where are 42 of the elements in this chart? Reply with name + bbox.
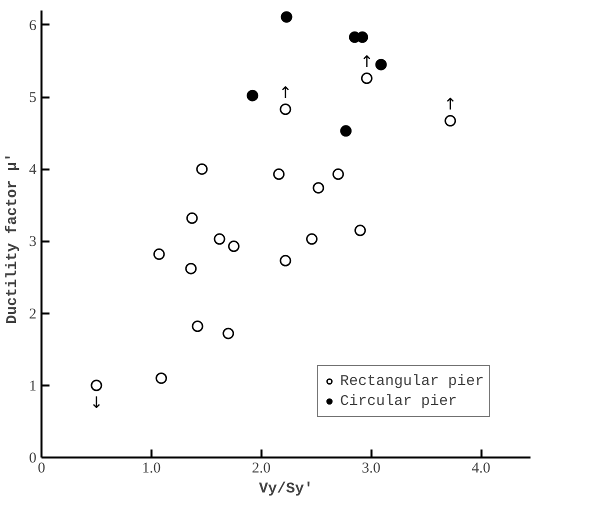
point: [444, 115, 456, 127]
y-tick-label: 0: [29, 450, 36, 466]
point: [153, 248, 165, 260]
point: [312, 182, 324, 194]
point: [156, 372, 168, 384]
point: [228, 240, 240, 252]
annotation: ↑: [360, 52, 374, 71]
y-tick-label: 1: [29, 378, 36, 394]
point: [280, 254, 292, 266]
annotation: ↓: [90, 392, 104, 412]
point: [214, 233, 226, 245]
point: [332, 168, 344, 180]
x-tick-label: 4.0: [472, 460, 490, 476]
y-tick-label: 2: [29, 306, 36, 322]
legend-label: Circular pier: [340, 392, 457, 410]
x-tick-label: 3.0: [362, 460, 381, 476]
y-tick-label: 5: [29, 90, 36, 106]
point: [280, 11, 292, 23]
x-tick-label: 2.0: [252, 460, 271, 476]
annotation: ↑: [444, 94, 457, 114]
x-axis-title: Vy/Sy': [258, 480, 314, 498]
annotation: ↑: [278, 82, 292, 102]
point: [246, 90, 258, 102]
point: [340, 125, 352, 137]
point: [185, 262, 197, 274]
point: [273, 168, 285, 180]
point: [306, 233, 318, 245]
point: [222, 328, 234, 340]
point: [192, 320, 204, 332]
x-tick-label: 1.0: [142, 460, 161, 476]
point: [354, 224, 366, 236]
point: [186, 212, 198, 224]
y-tick-label: 6: [29, 18, 37, 34]
point: [361, 72, 373, 84]
y-tick-label: 3: [29, 234, 36, 250]
point: [375, 58, 387, 70]
y-axis-title: Ductility factor μ': [4, 152, 21, 324]
point: [90, 380, 102, 392]
legend-label: Rectangular pier: [340, 372, 484, 390]
point: [280, 104, 292, 116]
point: [196, 163, 208, 175]
y-tick-label: 4: [29, 162, 37, 178]
